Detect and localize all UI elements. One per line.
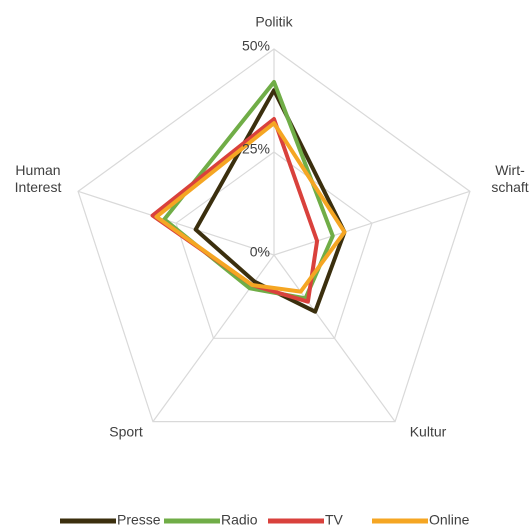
series-line	[150, 117, 320, 304]
grid-ring	[175, 151, 373, 339]
tick-label: 0%	[250, 244, 270, 260]
category-label: Human Interest	[15, 162, 62, 195]
series-line	[154, 121, 347, 294]
spoke	[273, 254, 396, 423]
category-label: Politik	[255, 14, 293, 30]
legend-label: TV	[325, 512, 344, 528]
category-label: Sport	[109, 424, 143, 440]
tick-label: 50%	[242, 38, 270, 54]
legend-label: Online	[429, 512, 470, 528]
category-label: Kultur	[410, 424, 447, 440]
tick-label: 25%	[242, 141, 270, 157]
spoke	[273, 190, 471, 256]
grid-ring	[77, 48, 471, 423]
legend-label: Radio	[221, 512, 258, 528]
category-label: Wirt-schaft	[491, 162, 528, 195]
legend-label: Presse	[117, 512, 161, 528]
spoke	[77, 190, 275, 256]
